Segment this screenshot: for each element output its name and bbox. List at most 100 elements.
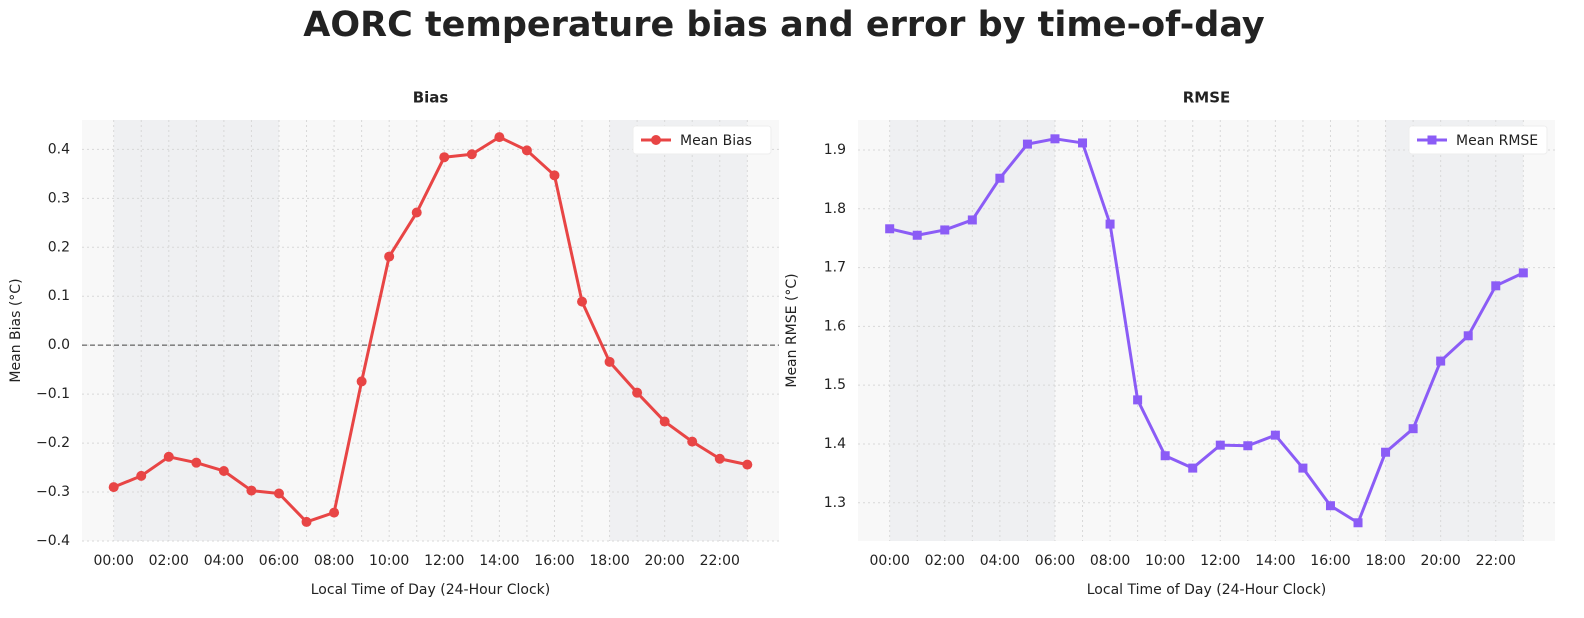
marker xyxy=(1491,281,1501,291)
marker xyxy=(1270,430,1280,440)
x-axis-label: Local Time of Day (24-Hour Clock) xyxy=(311,582,550,598)
marker xyxy=(1408,424,1418,434)
y-tick-label: −0.4 xyxy=(36,533,70,549)
marker xyxy=(521,145,532,156)
marker xyxy=(1243,441,1253,451)
y-tick-label: 0.0 xyxy=(48,337,70,353)
marker xyxy=(494,132,505,143)
x-tick-label: 20:00 xyxy=(644,553,684,569)
x-tick-label: 08:00 xyxy=(1090,553,1130,569)
marker xyxy=(384,251,395,262)
marker xyxy=(218,465,229,476)
x-tick-label: 18:00 xyxy=(589,553,629,569)
marker xyxy=(329,507,340,518)
marker xyxy=(995,173,1005,183)
legend-box xyxy=(632,125,772,155)
x-tick-label: 20:00 xyxy=(1420,553,1460,569)
legend-label: Mean Bias xyxy=(680,133,752,149)
marker xyxy=(439,152,450,163)
marker xyxy=(1133,395,1143,405)
y-tick-label: 1.6 xyxy=(824,318,846,334)
x-tick-label: 14:00 xyxy=(1255,553,1295,569)
marker xyxy=(1298,463,1308,473)
marker xyxy=(301,516,312,527)
y-tick-label: −0.1 xyxy=(36,386,70,402)
y-axis-label: Mean Bias (°C) xyxy=(8,278,24,382)
marker xyxy=(687,436,698,447)
y-tick-label: 0.1 xyxy=(48,288,70,304)
x-tick-label: 12:00 xyxy=(1200,553,1240,569)
x-tick-label: 10:00 xyxy=(1145,553,1185,569)
marker xyxy=(1215,440,1225,450)
marker xyxy=(1160,451,1170,461)
marker xyxy=(466,149,477,160)
x-tick-label: 02:00 xyxy=(149,553,189,569)
x-tick-label: 02:00 xyxy=(925,553,965,569)
x-tick-label: 22:00 xyxy=(1476,553,1516,569)
x-tick-label: 14:00 xyxy=(479,553,519,569)
marker xyxy=(191,457,202,468)
marker xyxy=(1050,134,1060,144)
y-tick-label: 0.2 xyxy=(48,239,70,255)
y-tick-label: 1.5 xyxy=(824,377,846,393)
legend-box xyxy=(1408,125,1548,155)
marker xyxy=(632,387,643,398)
marker xyxy=(136,470,147,481)
marker xyxy=(549,170,560,181)
shaded-range xyxy=(609,120,748,541)
x-tick-label: 00:00 xyxy=(94,553,134,569)
legend-marker xyxy=(1427,135,1437,145)
marker xyxy=(885,224,895,234)
subplot-title: RMSE xyxy=(1183,89,1231,107)
x-tick-label: 06:00 xyxy=(259,553,299,569)
marker xyxy=(912,230,922,240)
y-tick-label: 1.3 xyxy=(824,495,846,511)
marker xyxy=(1105,219,1115,229)
subplot-title: Bias xyxy=(413,89,449,107)
marker xyxy=(1188,463,1198,473)
x-tick-label: 08:00 xyxy=(314,553,354,569)
marker xyxy=(1022,139,1032,149)
marker xyxy=(659,416,670,427)
legend-marker xyxy=(651,135,661,145)
y-axis-label: Mean RMSE (°C) xyxy=(784,273,800,387)
x-tick-label: 04:00 xyxy=(980,553,1020,569)
marker xyxy=(246,485,257,496)
marker xyxy=(1463,331,1473,341)
marker xyxy=(1381,447,1391,457)
marker xyxy=(163,451,174,462)
marker xyxy=(411,207,422,218)
x-tick-label: 06:00 xyxy=(1035,553,1075,569)
marker xyxy=(1325,501,1335,511)
shaded-range xyxy=(1385,120,1524,541)
x-tick-label: 04:00 xyxy=(204,553,244,569)
marker xyxy=(742,459,753,470)
x-tick-label: 16:00 xyxy=(1310,553,1350,569)
marker xyxy=(273,488,284,499)
x-tick-label: 16:00 xyxy=(534,553,574,569)
series-line xyxy=(889,137,1524,525)
marker xyxy=(967,215,977,225)
marker xyxy=(1518,268,1528,278)
marker xyxy=(714,453,725,464)
y-tick-label: 0.3 xyxy=(48,190,70,206)
marker xyxy=(1353,518,1363,528)
y-tick-label: 0.4 xyxy=(48,141,70,157)
y-tick-label: 1.8 xyxy=(824,201,846,217)
x-tick-label: 22:00 xyxy=(700,553,740,569)
legend-label: Mean RMSE xyxy=(1456,133,1538,149)
x-tick-label: 18:00 xyxy=(1365,553,1405,569)
x-axis-label: Local Time of Day (24-Hour Clock) xyxy=(1087,582,1326,598)
y-tick-label: −0.3 xyxy=(36,484,70,500)
marker xyxy=(1078,138,1088,148)
y-tick-label: 1.7 xyxy=(824,260,846,276)
x-tick-label: 10:00 xyxy=(369,553,409,569)
figure-title: AORC temperature bias and error by time-… xyxy=(303,5,1265,45)
y-tick-label: 1.9 xyxy=(824,142,846,158)
y-tick-label: 1.4 xyxy=(824,436,846,452)
marker xyxy=(356,376,367,387)
x-tick-label: 12:00 xyxy=(424,553,464,569)
marker xyxy=(940,225,950,235)
marker xyxy=(108,482,119,493)
